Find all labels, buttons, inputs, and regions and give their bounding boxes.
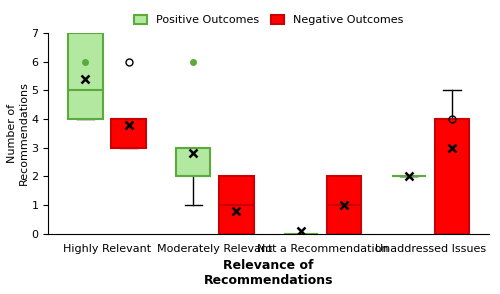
PathPatch shape (327, 176, 362, 234)
X-axis label: Relevance of
Recommendations: Relevance of Recommendations (204, 259, 334, 287)
PathPatch shape (176, 148, 210, 176)
Y-axis label: Number of
Recommendations: Number of Recommendations (7, 81, 28, 186)
PathPatch shape (112, 119, 146, 148)
PathPatch shape (68, 33, 102, 119)
Legend: Positive Outcomes, Negative Outcomes: Positive Outcomes, Negative Outcomes (130, 11, 407, 30)
PathPatch shape (219, 176, 254, 234)
PathPatch shape (434, 119, 469, 234)
